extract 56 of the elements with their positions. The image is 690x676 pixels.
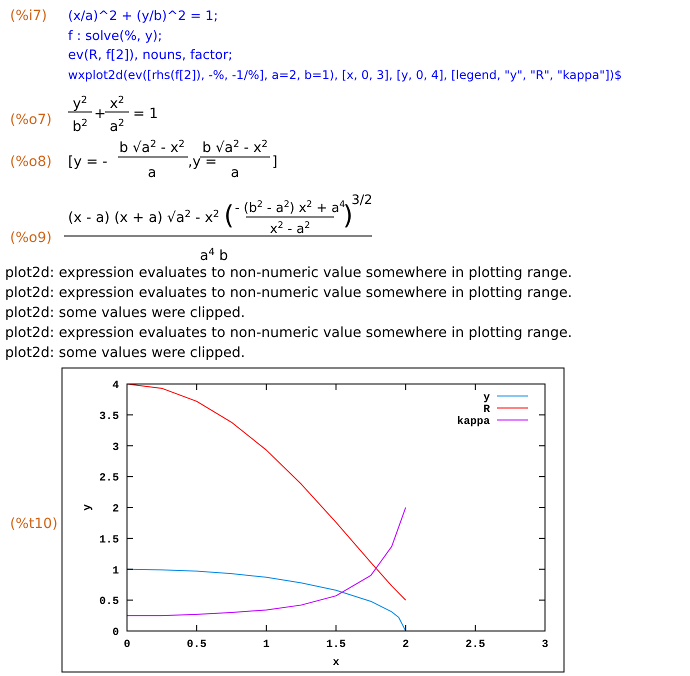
text: [y = -: [68, 154, 108, 170]
legend-label: R: [483, 404, 490, 416]
text: = 1: [133, 106, 158, 122]
y-tick-label: 2.5: [99, 472, 120, 485]
text: ,y =: [188, 154, 217, 170]
text: b √a$^{2}$ - x$^{2}$: [119, 138, 185, 156]
text: plot2d: some values were clipped.: [5, 305, 246, 321]
text: plot2d: expression evaluates to non-numeric value somewhere in plotting range.: [5, 325, 572, 341]
text: x$^{2}$ - a$^{2}$: [270, 221, 310, 237]
text: (%t10): [10, 516, 58, 532]
x-tick-label: 1: [263, 639, 270, 651]
text: 3/2: [352, 193, 372, 208]
text: plot2d: expression evaluates to non-numeric value somewhere in plotting range.: [5, 285, 572, 301]
y-tick-label: 0: [112, 627, 119, 639]
text: f : solve(%, y);: [68, 29, 162, 44]
text: b$^{2}$: [72, 118, 88, 135]
y-tick-label: 0.5: [99, 596, 120, 608]
y-tick-label: 1.5: [99, 534, 120, 546]
text: x$^{2}$: [110, 94, 124, 112]
text: (x/a)^2 + (y/b)^2 = 1;: [68, 9, 218, 24]
x-axis-title: x: [332, 657, 340, 669]
text: wxplot2d(ev([rhs(f[2]), -%, -1/%], a=2, b=1), [x, 0, 3], [y, 0, 4], [legend, "y", "R", "kappa"])$: [68, 68, 622, 82]
text: b √a$^{2}$ - x$^{2}$: [202, 138, 268, 156]
text: plot2d: expression evaluates to non-numeric value somewhere in plotting range.: [5, 265, 572, 281]
y-tick-label: 2: [112, 504, 119, 516]
text: (%o7): [10, 112, 52, 128]
y-tick-label: 1: [112, 565, 120, 578]
text: y$^{2}$: [72, 94, 88, 112]
text: a$^{4}$ b: [200, 246, 228, 264]
line-series: [126, 384, 406, 601]
text: (x - a) (x + a) √a$^{2}$ - x$^{2}$: [68, 208, 220, 226]
text: a$^{2}$: [110, 118, 124, 135]
text: ]: [272, 154, 278, 170]
legend-label: y: [483, 392, 490, 404]
text: ev(R, f[2]), nouns, factor;: [68, 48, 233, 63]
text: a: [230, 165, 240, 181]
text: plot2d: some values were clipped.: [5, 345, 246, 361]
line-series: [126, 507, 406, 616]
text: (%i7): [10, 8, 48, 24]
x-tick-label: 0: [124, 639, 130, 651]
x-tick-label: 3: [542, 639, 549, 651]
x-tick-label: 1.5: [326, 639, 346, 651]
text: +: [94, 106, 106, 122]
y-axis-title: y: [82, 504, 94, 511]
y-tick-label: 4: [112, 380, 120, 392]
x-tick-label: 2: [402, 639, 409, 651]
text: (%o8): [10, 154, 52, 170]
text: - (b$^{2}$ - a$^{2}$) x$^{2}$ + a$^{4}$: [234, 200, 346, 216]
y-tick-label: 3.5: [99, 410, 120, 423]
text: (%o9): [10, 230, 52, 246]
text: (: [224, 201, 234, 231]
y-tick-label: 3: [112, 442, 120, 454]
x-tick-label: 0.5: [186, 639, 207, 651]
text: a: [148, 165, 156, 181]
legend-label: kappa: [456, 416, 490, 428]
x-tick-label: 2.5: [465, 639, 486, 651]
